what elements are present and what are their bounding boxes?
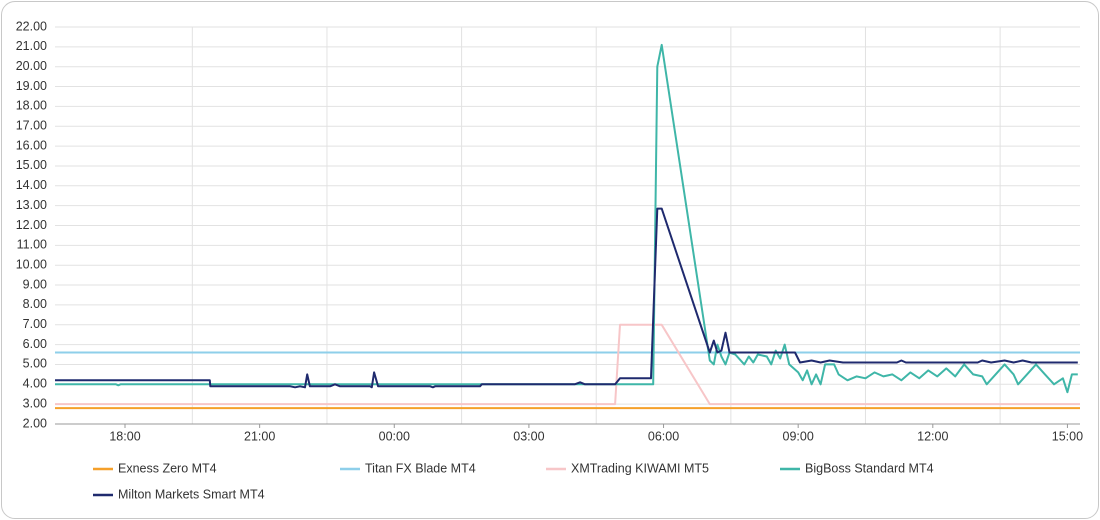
y-tick-label: 2.00 — [23, 416, 47, 430]
legend-label: Titan FX Blade MT4 — [365, 461, 476, 475]
series-line — [55, 323, 1080, 406]
y-tick-label: 19.00 — [16, 79, 47, 93]
y-tick-label: 7.00 — [23, 317, 47, 331]
y-tick-label: 6.00 — [23, 337, 47, 351]
y-tick-label: 8.00 — [23, 297, 47, 311]
legend-label: XMTrading KIWAMI MT5 — [571, 461, 709, 475]
y-tick-label: 14.00 — [16, 178, 47, 192]
y-tick-label: 22.00 — [16, 19, 47, 33]
y-tick-label: 11.00 — [17, 238, 47, 252]
x-tick-label: 06:00 — [648, 429, 679, 443]
y-tick-label: 18.00 — [16, 99, 47, 113]
x-tick-label: 21:00 — [244, 429, 275, 443]
legend-label: Milton Markets Smart MT4 — [118, 487, 265, 501]
legend-label: BigBoss Standard MT4 — [805, 461, 934, 475]
x-tick-label: 03:00 — [513, 429, 544, 443]
x-tick-label: 09:00 — [783, 429, 814, 443]
x-tick-label: 18:00 — [109, 429, 140, 443]
y-tick-label: 12.00 — [16, 218, 47, 232]
y-tick-label: 5.00 — [23, 357, 47, 371]
series-line — [55, 207, 1078, 389]
y-tick-label: 15.00 — [16, 158, 47, 172]
y-tick-label: 3.00 — [23, 396, 47, 410]
y-tick-label: 4.00 — [23, 377, 47, 391]
x-tick-label: 12:00 — [917, 429, 948, 443]
y-tick-label: 17.00 — [16, 119, 47, 133]
x-tick-label: 15:00 — [1052, 429, 1083, 443]
y-tick-label: 16.00 — [16, 138, 47, 152]
legend-label: Exness Zero MT4 — [118, 461, 217, 475]
y-tick-label: 10.00 — [16, 257, 47, 271]
y-tick-label: 21.00 — [16, 39, 47, 53]
y-tick-label: 13.00 — [16, 198, 47, 212]
y-tick-label: 20.00 — [16, 59, 47, 73]
x-tick-label: 00:00 — [379, 429, 410, 443]
y-tick-label: 9.00 — [23, 277, 47, 291]
series-line — [55, 43, 1078, 394]
